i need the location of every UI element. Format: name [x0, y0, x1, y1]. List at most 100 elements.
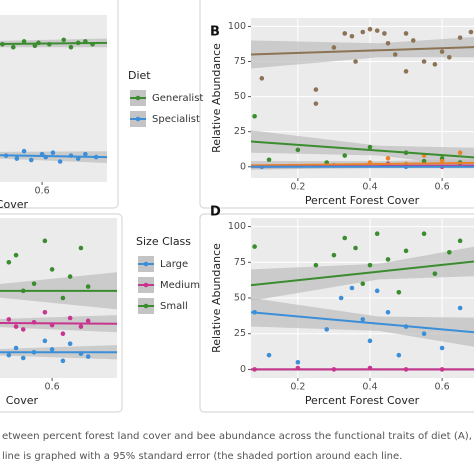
legend-label: Medium	[160, 280, 200, 291]
point	[20, 355, 26, 361]
point	[392, 52, 398, 57]
point	[349, 285, 355, 291]
point	[342, 235, 348, 241]
point	[353, 245, 358, 251]
x-tick-label: 0.6	[35, 186, 50, 197]
legend-label: Small	[160, 301, 188, 312]
x-tick-label: 0.4	[362, 182, 377, 193]
legend-title: Diet	[128, 69, 151, 82]
point	[49, 347, 55, 352]
point	[447, 249, 452, 255]
fit-line	[250, 46, 474, 56]
x-tick-label: 0.2	[290, 182, 305, 193]
point	[385, 156, 391, 161]
point	[457, 305, 463, 311]
point	[421, 331, 427, 337]
point	[410, 38, 416, 43]
x-tick-label: 0.2	[290, 382, 305, 393]
point	[21, 39, 27, 44]
legend-label: Specialist	[152, 114, 200, 125]
x-tick-label: 0.6	[435, 182, 450, 193]
point	[403, 31, 409, 36]
point	[6, 352, 12, 358]
point	[10, 44, 16, 50]
y-axis-label: Relative Abundance	[210, 43, 223, 153]
point	[342, 31, 348, 36]
point	[313, 262, 319, 268]
point	[14, 156, 20, 161]
point	[78, 245, 84, 251]
x-tick-label: 0.6	[45, 382, 60, 393]
point	[20, 327, 26, 332]
confidence-band	[251, 37, 474, 69]
point	[342, 153, 348, 158]
tile	[199, 213, 474, 413]
y-tick-label: 25	[234, 328, 246, 339]
point	[50, 150, 56, 156]
fit-line	[250, 161, 474, 167]
point	[67, 315, 73, 321]
point	[13, 252, 19, 258]
y-tick-label: 100	[228, 21, 246, 32]
point	[360, 281, 366, 287]
point	[42, 309, 48, 315]
point	[385, 309, 391, 315]
y-tick-label: 25	[234, 126, 246, 137]
point	[85, 284, 91, 289]
point	[266, 352, 272, 358]
fit-line	[0, 41, 108, 46]
panel: 0.6 Cover Size Class Large Medium Small	[0, 218, 200, 407]
legend-dot	[143, 303, 149, 309]
point	[447, 54, 452, 60]
point	[42, 338, 48, 344]
panel-tag: B	[210, 25, 220, 40]
point	[295, 147, 301, 153]
y-tick-label: 50	[234, 91, 246, 102]
point	[67, 274, 73, 279]
point	[31, 281, 37, 287]
point	[13, 324, 19, 329]
point	[21, 148, 27, 154]
fit-line	[250, 311, 474, 334]
point	[468, 29, 474, 35]
fit-line	[0, 322, 118, 325]
point	[374, 231, 380, 237]
tile	[0, 0, 119, 209]
point	[403, 248, 409, 254]
point	[68, 44, 74, 50]
point	[28, 157, 34, 163]
point	[338, 295, 344, 301]
point	[324, 327, 330, 332]
point	[396, 289, 402, 295]
point	[457, 238, 463, 244]
point	[49, 267, 55, 272]
fit-line	[250, 140, 474, 159]
point	[367, 144, 373, 150]
point	[349, 33, 355, 39]
point	[331, 252, 337, 258]
point	[421, 231, 427, 237]
point	[67, 341, 73, 347]
point	[385, 257, 391, 262]
tile	[0, 213, 123, 413]
point	[360, 317, 366, 322]
point	[367, 338, 373, 344]
point	[252, 244, 257, 249]
point	[85, 354, 91, 359]
panel: 0 25 50 75 100 0.2 0.4 0.6 Percent Forest Cover R…	[210, 18, 474, 207]
point	[367, 262, 373, 268]
fit-line	[250, 260, 474, 287]
y-tick-label: 100	[228, 221, 246, 232]
point	[60, 358, 66, 364]
point	[252, 113, 257, 119]
point	[432, 62, 438, 67]
x-axis-label: Percent Forest Cover	[305, 394, 420, 407]
point	[457, 150, 463, 156]
point	[295, 359, 301, 365]
point	[374, 288, 380, 294]
x-axis-label: Cover	[6, 394, 39, 407]
point	[396, 352, 402, 358]
point	[331, 45, 337, 50]
point	[266, 157, 272, 163]
